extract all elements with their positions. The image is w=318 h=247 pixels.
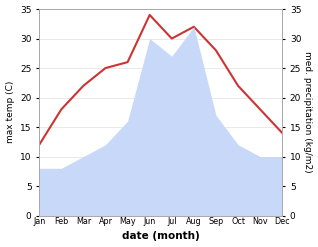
Y-axis label: med. precipitation (kg/m2): med. precipitation (kg/m2) bbox=[303, 51, 313, 173]
Y-axis label: max temp (C): max temp (C) bbox=[5, 81, 15, 144]
X-axis label: date (month): date (month) bbox=[122, 231, 200, 242]
